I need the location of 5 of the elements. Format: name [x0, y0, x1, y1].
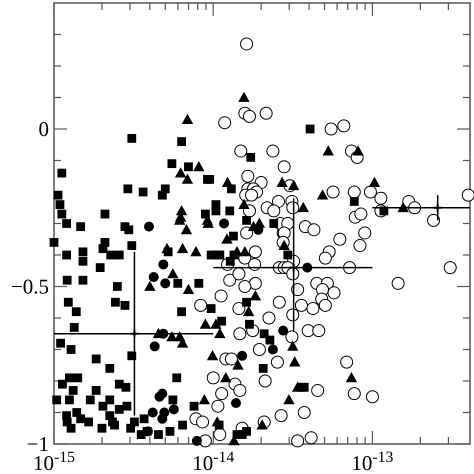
y-tick-label: −0.5: [10, 274, 49, 298]
x-tick-label: 10$^{-14}$: [192, 448, 234, 474]
y-tick-label: 0: [38, 117, 49, 141]
y-tick-label: −1: [26, 432, 49, 456]
x-tick-label: 10$^{-13}$: [351, 448, 394, 474]
